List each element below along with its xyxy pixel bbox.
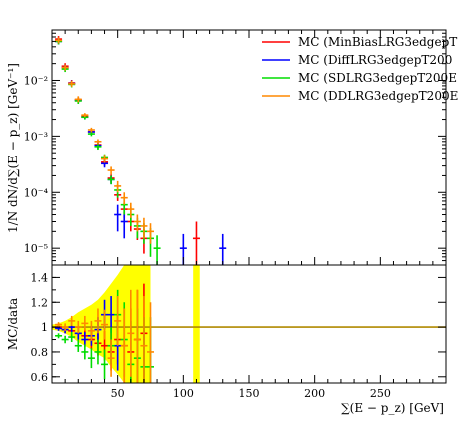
main-marker — [114, 180, 122, 193]
main-marker — [55, 37, 63, 44]
legend-entry: MC (MinBiasLRG3edgepT — [298, 35, 457, 49]
ratio-y-tick-label: 0.6 — [31, 371, 49, 384]
ratio-marker — [140, 296, 148, 383]
ratio-marker — [55, 322, 63, 328]
ratio-marker — [74, 320, 82, 334]
main-marker — [81, 113, 89, 118]
ratio-panel: 0.6 0.8 1 1.2 1.4 50 100 150 200 250 MC/data ∑(E… — [6, 30, 447, 415]
ratio-marker — [81, 344, 89, 360]
ratio-marker — [87, 320, 95, 341]
main-marker — [120, 192, 128, 205]
x-tick-label: 100 — [173, 387, 194, 400]
main-marker — [61, 64, 69, 71]
ratio-marker — [55, 333, 63, 339]
main-panel: 10⁻² 10⁻³ 10⁻⁴ 10⁻⁵ 1/N dN/d∑(E − p_z) [GeV… — [6, 29, 447, 266]
ratio-marker — [101, 309, 109, 340]
main-marker — [114, 204, 122, 232]
main-y-tick-label: 10⁻⁵ — [24, 242, 48, 255]
ratio-marker — [61, 323, 69, 331]
ratio-y-tick-label: 1.2 — [31, 296, 49, 309]
main-y-tick-label: 10⁻⁴ — [24, 186, 49, 199]
main-marker — [94, 144, 102, 151]
main-marker — [219, 233, 227, 265]
main-y-axis: 10⁻² 10⁻³ 10⁻⁴ 10⁻⁵ — [24, 29, 446, 262]
ratio-panel-markers — [52, 283, 446, 383]
ratio-y-tick-label: 0.8 — [31, 346, 49, 359]
main-marker — [87, 131, 95, 137]
main-marker — [127, 202, 135, 218]
main-panel-markers — [55, 36, 227, 265]
ratio-y-tick-label: 1.4 — [31, 271, 49, 284]
main-marker — [68, 80, 76, 87]
ratio-marker — [114, 296, 122, 346]
ratio-marker — [81, 332, 89, 347]
main-y-tick-label: 10⁻³ — [24, 130, 48, 143]
legend-entry: MC (SDLRG3edgepT200E — [298, 71, 457, 85]
x-tick-label: 150 — [239, 387, 260, 400]
main-y-tick-label: 10⁻² — [24, 74, 48, 87]
legend-entry: MC (DDLRG3edgepT200E — [298, 89, 458, 103]
main-marker — [140, 217, 148, 239]
x-axis: 50 100 150 200 250 — [64, 30, 434, 400]
ratio-marker — [61, 335, 69, 344]
uncertainty-band-bin — [193, 265, 200, 383]
ratio-marker — [87, 348, 95, 369]
ratio-marker — [147, 302, 154, 383]
legend-entry: MC (DiffLRG3edgepT200 — [298, 53, 452, 67]
main-y-axis-label: 1/N dN/d∑(E − p_z) [GeV⁻¹] — [6, 63, 20, 233]
ratio-y-axis: 0.6 0.8 1 1.2 1.4 — [31, 271, 446, 384]
main-marker — [87, 127, 95, 133]
x-axis-label: ∑(E − p_z) [GeV] — [341, 401, 444, 415]
ratio-marker — [81, 315, 89, 331]
ratio-marker — [133, 289, 141, 383]
main-marker — [101, 155, 109, 163]
main-marker — [94, 139, 102, 145]
main-marker — [153, 235, 161, 265]
main-marker — [133, 214, 141, 232]
x-tick-label: 250 — [370, 387, 391, 400]
main-marker — [192, 221, 200, 265]
main-marker — [74, 96, 82, 103]
ratio-marker — [120, 308, 128, 383]
ratio-marker — [68, 315, 76, 326]
ratio-marker — [101, 349, 109, 380]
x-tick-label: 50 — [111, 387, 125, 400]
ratio-marker — [68, 332, 76, 343]
ratio-y-axis-label: MC/data — [6, 298, 20, 350]
main-marker — [107, 175, 115, 185]
main-marker — [120, 211, 128, 239]
ratio-marker — [94, 339, 102, 365]
main-marker — [147, 223, 154, 244]
main-marker — [107, 166, 115, 175]
x-tick-label: 200 — [304, 387, 325, 400]
ratio-marker — [127, 289, 135, 377]
ratio-marker — [107, 339, 115, 377]
legend: MC (MinBiasLRG3edgepT MC (DiffLRG3edgepT2… — [262, 35, 458, 103]
ratio-y-tick-label: 1 — [41, 321, 48, 334]
ratio-marker — [74, 339, 82, 352]
ratio-marker — [94, 308, 102, 334]
